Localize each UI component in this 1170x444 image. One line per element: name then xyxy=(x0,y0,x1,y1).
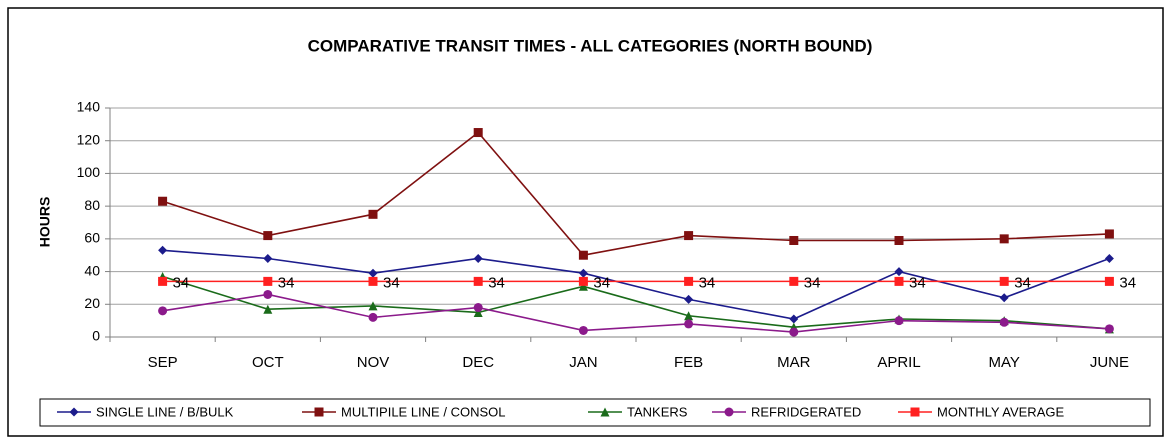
data-label: 34 xyxy=(804,274,821,291)
data-label: 34 xyxy=(488,274,505,291)
data-point xyxy=(684,294,694,304)
data-point xyxy=(789,327,799,337)
y-tick-label: 40 xyxy=(84,262,100,278)
data-point xyxy=(789,276,799,286)
y-tick-label: 120 xyxy=(77,131,101,147)
data-point xyxy=(1104,253,1114,263)
data-point xyxy=(1104,276,1114,286)
data-point xyxy=(999,317,1009,327)
legend-marker xyxy=(600,407,610,417)
data-label: 34 xyxy=(699,274,716,291)
data-label: 34 xyxy=(278,274,295,291)
y-tick-label: 0 xyxy=(92,328,100,344)
x-tick-label: APRIL xyxy=(877,354,920,371)
data-point xyxy=(999,276,1009,286)
x-tick-label: NOV xyxy=(357,354,390,371)
data-point xyxy=(684,231,694,241)
series-line xyxy=(162,249,1110,320)
legend-marker xyxy=(910,407,920,417)
data-point xyxy=(473,276,483,286)
legend-marker xyxy=(69,407,79,417)
y-axis-label: HOURS xyxy=(37,197,53,248)
data-label: 34 xyxy=(173,274,190,291)
x-tick-label: DEC xyxy=(462,354,494,371)
data-point xyxy=(578,250,588,260)
data-point xyxy=(473,128,483,138)
data-point xyxy=(684,311,694,321)
x-tick-label: JAN xyxy=(569,354,597,371)
data-label: 34 xyxy=(593,274,610,291)
y-tick-label: 100 xyxy=(77,164,101,180)
data-point xyxy=(578,268,588,278)
data-point xyxy=(578,325,588,335)
data-point xyxy=(263,231,273,241)
x-tick-label: FEB xyxy=(674,354,703,371)
legend-marker xyxy=(314,407,324,417)
data-point xyxy=(894,267,904,277)
data-point xyxy=(263,253,273,263)
data-label: 34 xyxy=(1119,274,1136,291)
data-point xyxy=(894,276,904,286)
data-point xyxy=(473,307,483,317)
data-point xyxy=(368,312,378,322)
chart-title: COMPARATIVE TRANSIT TIMES - ALL CATEGORI… xyxy=(308,36,873,55)
data-point xyxy=(684,319,694,329)
y-tick-label: 20 xyxy=(84,295,100,311)
data-label: 34 xyxy=(909,274,926,291)
data-point xyxy=(368,301,378,311)
data-point xyxy=(263,276,273,286)
series-line xyxy=(162,293,1110,333)
data-point xyxy=(894,235,904,245)
data-label: 34 xyxy=(1014,274,1031,291)
series-line xyxy=(162,275,1110,330)
data-label: 34 xyxy=(383,274,400,291)
data-point xyxy=(999,234,1009,244)
data-point xyxy=(158,245,168,255)
data-point xyxy=(158,196,168,206)
data-point xyxy=(263,304,273,314)
data-point xyxy=(368,268,378,278)
x-tick-label: SEP xyxy=(148,354,178,371)
x-tick-label: MAR xyxy=(777,354,811,371)
data-point xyxy=(158,276,168,286)
data-point xyxy=(578,276,588,286)
data-point xyxy=(578,281,588,291)
chart-frame xyxy=(7,7,1164,437)
y-tick-label: 140 xyxy=(77,99,101,115)
data-point xyxy=(473,303,483,313)
data-point xyxy=(684,276,694,286)
data-point xyxy=(368,209,378,219)
data-point xyxy=(1104,229,1114,239)
y-tick-label: 80 xyxy=(84,197,100,213)
data-point xyxy=(158,306,168,316)
data-point xyxy=(1104,324,1114,334)
legend-label: TANKERS xyxy=(627,404,688,419)
x-tick-label: JUNE xyxy=(1090,354,1129,371)
data-point xyxy=(789,235,799,245)
x-tick-label: MAY xyxy=(988,354,1019,371)
legend-label: SINGLE LINE / B/BULK xyxy=(96,404,234,419)
legend-label: MULTIPILE LINE / CONSOL xyxy=(341,404,505,419)
legend-label: REFRIDGERATED xyxy=(751,404,861,419)
legend-marker xyxy=(724,407,734,417)
data-point xyxy=(789,314,799,324)
data-point xyxy=(473,253,483,263)
series-line xyxy=(162,131,1110,257)
data-point xyxy=(368,276,378,286)
data-point xyxy=(894,316,904,326)
data-point xyxy=(263,289,273,299)
y-tick-label: 60 xyxy=(84,230,100,246)
x-tick-label: OCT xyxy=(252,354,284,371)
data-point xyxy=(999,293,1009,303)
legend-label: MONTHLY AVERAGE xyxy=(937,404,1064,419)
